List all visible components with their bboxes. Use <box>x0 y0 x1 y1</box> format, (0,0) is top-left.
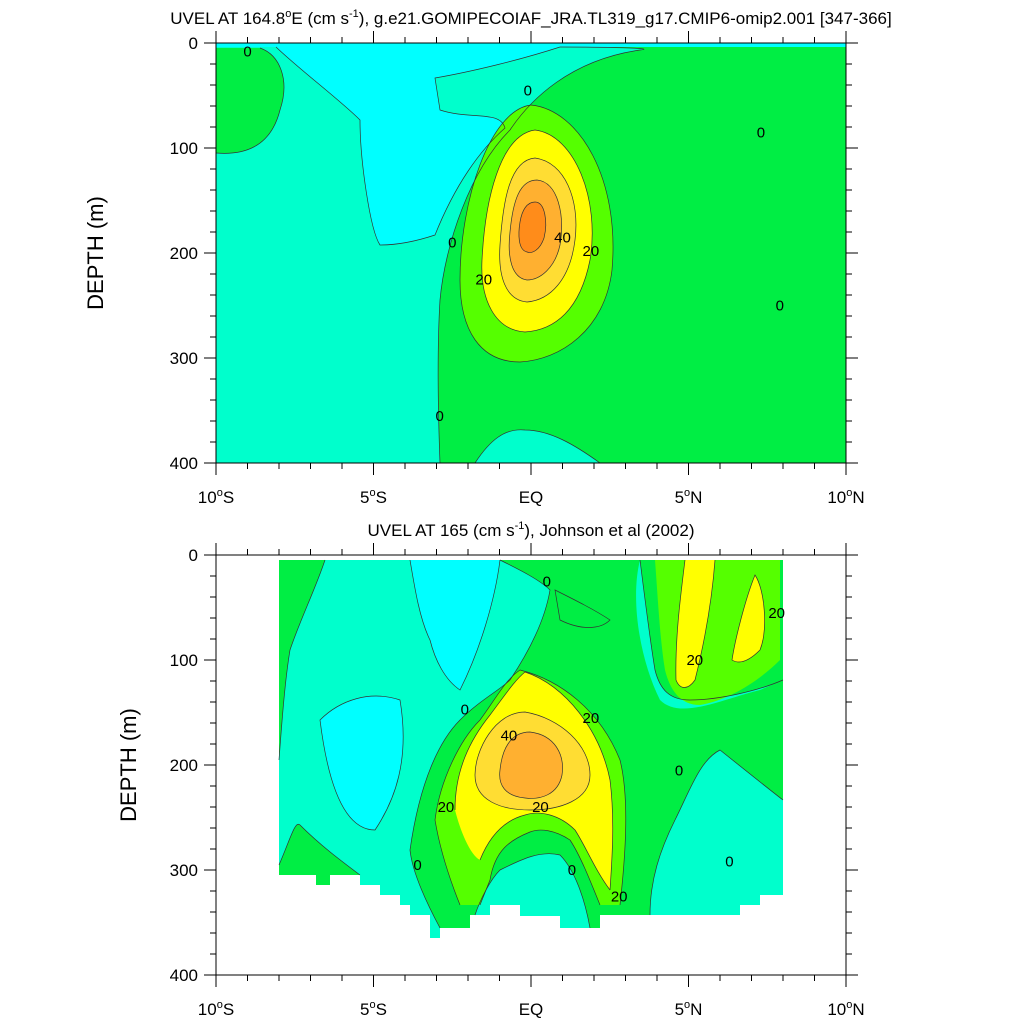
chart-top-fill-cyan-bottom <box>475 429 600 463</box>
chart-top-fill-cyan-north <box>276 47 560 245</box>
chart-bottom-xtick-label: 5oS <box>360 999 387 1019</box>
chart-bottom-contours <box>278 559 784 938</box>
chart-top-fill-deep-orange <box>518 202 546 253</box>
chart-top-contour-label: 0 <box>448 235 456 252</box>
chart-bottom-contour-label: 20 <box>532 799 549 816</box>
chart-top-ytick-label: 0 <box>189 34 198 53</box>
chart-bottom-xtick-label: 10oS <box>198 999 234 1019</box>
chart-top-contour-label: 0 <box>435 408 443 425</box>
chart-top-contours <box>216 43 846 463</box>
chart-top-contour-label: 0 <box>757 124 765 141</box>
chart-top-title: UVEL AT 164.8oE (cm s-1), g.e21.GOMIPECO… <box>170 8 891 28</box>
chart-bottom-fill-orange <box>499 732 563 799</box>
chart-bottom-ylabel: DEPTH (m) <box>116 708 141 822</box>
chart-bottom-xtick-label: 5oN <box>675 999 703 1019</box>
chart-top-contour-label: 20 <box>583 243 600 260</box>
chart-top: UVEL AT 164.8oE (cm s-1), g.e21.GOMIPECO… <box>83 8 892 507</box>
chart-top-contour-label: 0 <box>524 82 532 99</box>
chart-bottom-ytick-label: 300 <box>170 861 198 880</box>
chart-top-xtick-label: 5oN <box>675 487 703 507</box>
chart-bottom-contour-label: 0 <box>543 573 551 590</box>
chart-top-fill-green-west <box>216 48 284 154</box>
chart-bottom-contour-label: 0 <box>675 762 683 779</box>
chart-bottom-contour-label: 0 <box>413 857 421 874</box>
chart-bottom-ytick-label: 200 <box>170 756 198 775</box>
chart-bottom-fill-cyan-1 <box>410 560 500 690</box>
chart-top-xtick-label: 10oS <box>198 487 234 507</box>
chart-bottom-contour-label: 20 <box>768 605 785 622</box>
chart-bottom-contour-label: 0 <box>568 862 576 879</box>
chart-top-xtick-label: 10oN <box>827 487 864 507</box>
chart-bottom-title: UVEL AT 165 (cm s-1), Johnson et al (200… <box>368 520 695 540</box>
chart-bottom-ytick-label: 0 <box>189 546 198 565</box>
chart-bottom-contour-labels: 0 0 0 0 0 0 40 20 20 20 20 20 20 <box>413 573 785 905</box>
chart-top-xtick-label: 5oS <box>360 487 387 507</box>
chart-bottom-fill-green-west <box>279 560 325 760</box>
chart-bottom-contour-label: 20 <box>611 888 628 905</box>
chart-top-contour-label: 0 <box>776 298 784 315</box>
chart-bottom-contour-label: 20 <box>686 652 703 669</box>
chart-bottom-fill-cyan-2 <box>320 696 404 830</box>
chart-bottom-fill-yellow-ne-1 <box>675 560 715 688</box>
chart-top-ytick-label: 300 <box>170 349 198 368</box>
chart-top-ytick-label: 100 <box>170 139 198 158</box>
chart-top-ylabel: DEPTH (m) <box>83 196 108 310</box>
chart-bottom-fill-yellow-ne-2 <box>732 575 765 662</box>
chart-bottom-contour-label: 40 <box>501 728 518 745</box>
chart-top-contour-label: 40 <box>554 229 571 246</box>
chart-top-contour-label: 0 <box>243 43 251 60</box>
chart-top-xtick-label: EQ <box>519 488 544 507</box>
chart-bottom-ytick-label: 400 <box>170 966 198 985</box>
chart-bottom: UVEL AT 165 (cm s-1), Johnson et al (200… <box>116 520 865 1019</box>
chart-bottom-contour-lines <box>278 559 784 929</box>
chart-top-contour-lines <box>216 46 644 463</box>
chart-bottom-contour-label: 0 <box>725 854 733 871</box>
chart-top-ytick-label: 400 <box>170 454 198 473</box>
chart-top-ytick-label: 200 <box>170 244 198 263</box>
chart-bottom-xtick-label: 10oN <box>827 999 864 1019</box>
chart-bottom-contour-label: 0 <box>461 701 469 718</box>
chart-bottom-fill-green-sw <box>279 824 360 885</box>
chart-bottom-contour-label: 20 <box>583 710 600 727</box>
chart-top-contour-label: 20 <box>475 271 492 288</box>
chart-bottom-xtick-label: EQ <box>519 1000 544 1019</box>
chart-top-contour-labels: 0 0 0 0 0 0 40 20 20 <box>243 43 784 424</box>
chart-bottom-ytick-label: 100 <box>170 651 198 670</box>
chart-bottom-contour-label: 20 <box>438 799 455 816</box>
